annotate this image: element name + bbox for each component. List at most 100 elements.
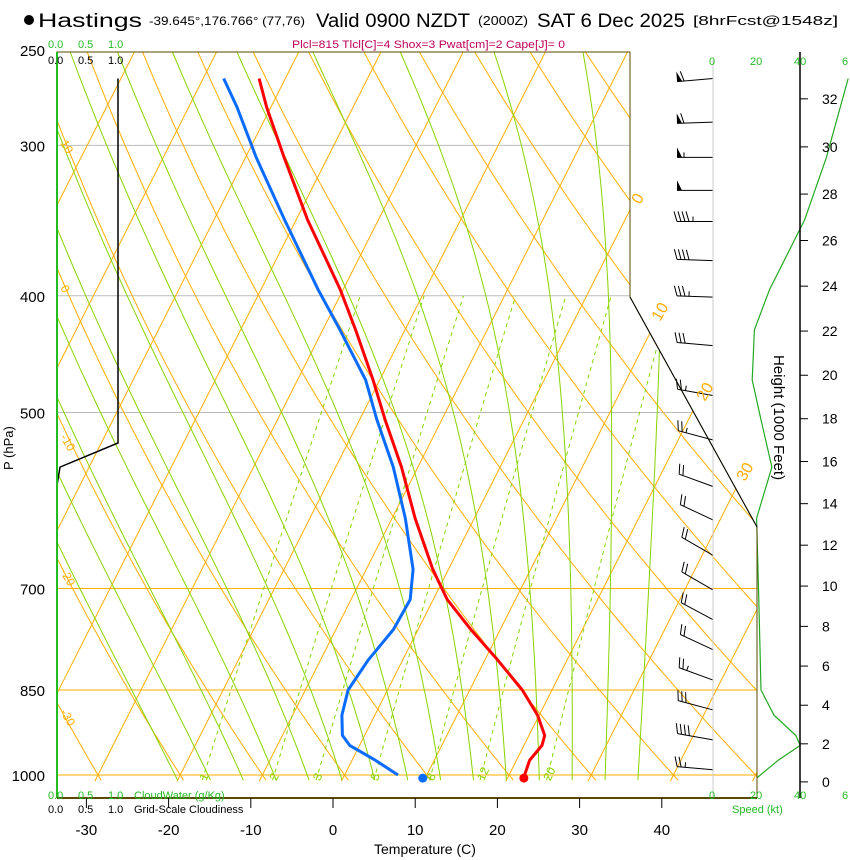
moist-adiabat-line bbox=[485, 52, 573, 781]
wind-panel-border bbox=[629, 296, 758, 528]
wind-barb-half-feather bbox=[684, 385, 687, 391]
wind-barb-staff bbox=[677, 766, 714, 771]
height-tick-label: 12 bbox=[822, 537, 838, 553]
mixing-ratio-line bbox=[429, 295, 567, 781]
dry-adiabat-line bbox=[844, 29, 850, 781]
wind-barb-feather bbox=[684, 594, 688, 605]
x-tick-label: -20 bbox=[158, 822, 180, 839]
dry-adiabat-line bbox=[789, 29, 850, 781]
wind-barb bbox=[674, 332, 714, 347]
cloudwater-bottom-tick: 1.0 bbox=[108, 790, 123, 802]
dry-adiabat-line bbox=[351, 52, 757, 781]
dewpoint-line bbox=[222, 77, 415, 777]
y-axis-title: P (hPa) bbox=[1, 426, 16, 470]
mixing-ratio-label: 2 bbox=[266, 771, 282, 783]
dry-adiabat-line bbox=[132, 52, 597, 781]
x-tick-label: 40 bbox=[653, 822, 670, 839]
cloudwater-top-tick: 0.5 bbox=[78, 39, 93, 51]
cloudwater-top-tick: 1.0 bbox=[108, 39, 123, 51]
wind-barb-feather bbox=[683, 625, 687, 637]
dry-adiabat-line bbox=[569, 52, 757, 781]
wind-barb-feather bbox=[681, 211, 686, 222]
wind-barb-feather bbox=[681, 561, 685, 573]
moist-adiabat-line bbox=[61, 52, 376, 781]
isotherm-line bbox=[505, 52, 757, 782]
indices-line: Plcl=815 Tlcl[C]=4 Shox=3 Pwat[cm]=2 Cap… bbox=[292, 39, 565, 51]
mixing-ratio-label: 20 bbox=[540, 764, 558, 782]
wind-barb-staff bbox=[679, 473, 714, 487]
pressure-tick-label: 500 bbox=[20, 405, 45, 422]
speed-top-tick: 40 bbox=[794, 56, 806, 68]
moist-adiabat-line bbox=[57, 52, 343, 781]
isotherm-label: 20 bbox=[694, 380, 718, 404]
x-tick-label: 30 bbox=[571, 822, 588, 839]
wind-barb bbox=[677, 690, 714, 711]
x-tick-label: -10 bbox=[240, 822, 262, 839]
wind-barb-feather bbox=[679, 723, 682, 735]
dry-adiabat-line bbox=[187, 52, 679, 781]
wind-barb bbox=[673, 211, 713, 222]
wind-barb bbox=[678, 463, 714, 487]
height-tick-label: 0 bbox=[822, 774, 830, 790]
wind-barb-feather bbox=[677, 211, 682, 222]
dry-adiabat-label: -20 bbox=[57, 567, 78, 589]
pressure-tick-label: 300 bbox=[20, 138, 45, 155]
speed-top-tick: 0 bbox=[709, 56, 715, 68]
mixing-ratio-line bbox=[315, 295, 464, 781]
wind-barb-feather bbox=[679, 379, 682, 390]
wind-barb bbox=[677, 420, 714, 441]
wind-barb-feather bbox=[681, 527, 685, 538]
wind-barb-staff bbox=[677, 121, 714, 124]
height-tick-label: 16 bbox=[822, 454, 838, 470]
wind-barb-feather bbox=[685, 211, 690, 222]
wind-barb-feather bbox=[673, 285, 678, 296]
cloudwater-bottom-tick: 0.0 bbox=[48, 790, 63, 802]
wind-barb-feather bbox=[684, 529, 689, 540]
temperature-line bbox=[257, 78, 547, 776]
moist-adiabat-line bbox=[226, 52, 474, 781]
dry-adiabat-line bbox=[0, 29, 19, 781]
wind-barb-feather bbox=[679, 624, 683, 635]
isotherm-line bbox=[258, 52, 640, 782]
cloudiness-top-tick: 1.0 bbox=[108, 55, 123, 67]
height-tick-label: 24 bbox=[822, 278, 838, 294]
moist-adiabat-line bbox=[57, 52, 179, 781]
forecast-info: [8hrFcst@1548z] bbox=[693, 13, 838, 28]
wind-barb-staff bbox=[679, 667, 714, 681]
wind-barb bbox=[678, 657, 714, 681]
x-tick-label: 20 bbox=[489, 822, 506, 839]
speed-bottom-tick: 20 bbox=[750, 790, 762, 802]
wind-barb bbox=[681, 561, 714, 591]
speed-top-tick: 6 bbox=[842, 56, 848, 68]
wind-barb-staff bbox=[678, 430, 714, 441]
cloudiness-bottom-tick: 0.5 bbox=[78, 804, 93, 816]
wind-barb-feather bbox=[684, 563, 689, 575]
height-tick-label: 2 bbox=[822, 736, 830, 752]
wind-barb-staff bbox=[677, 258, 714, 262]
isotherm-line bbox=[587, 52, 757, 782]
wind-barb-feather bbox=[677, 285, 682, 297]
surface-dewpoint-point bbox=[418, 773, 428, 783]
dry-adiabat-label: 10 bbox=[57, 138, 76, 157]
moist-adiabat-line bbox=[57, 52, 211, 781]
dry-adiabat-label: -10 bbox=[57, 432, 78, 454]
dry-adiabat-line bbox=[241, 52, 757, 781]
mixing-ratio-line bbox=[546, 295, 672, 781]
moist-adiabat-line bbox=[108, 52, 409, 781]
height-tick-label: 26 bbox=[822, 233, 838, 249]
wind-barb-feather bbox=[685, 249, 690, 260]
pressure-tick-label: 400 bbox=[20, 289, 45, 306]
moist-adiabat-line bbox=[162, 52, 442, 781]
mixing-ratio-label: 1 bbox=[196, 771, 212, 783]
height-tick-label: 30 bbox=[822, 139, 838, 155]
moist-adiabat-line bbox=[301, 52, 507, 781]
wind-barb-feather bbox=[680, 592, 684, 603]
cloudiness-top-tick: 0.0 bbox=[48, 55, 63, 67]
isotherm-line bbox=[341, 52, 722, 782]
wind-barb bbox=[676, 71, 714, 83]
moist-adiabat-line bbox=[389, 52, 540, 781]
wind-barb-staff bbox=[680, 602, 714, 621]
wind-barb-staff bbox=[677, 733, 714, 741]
